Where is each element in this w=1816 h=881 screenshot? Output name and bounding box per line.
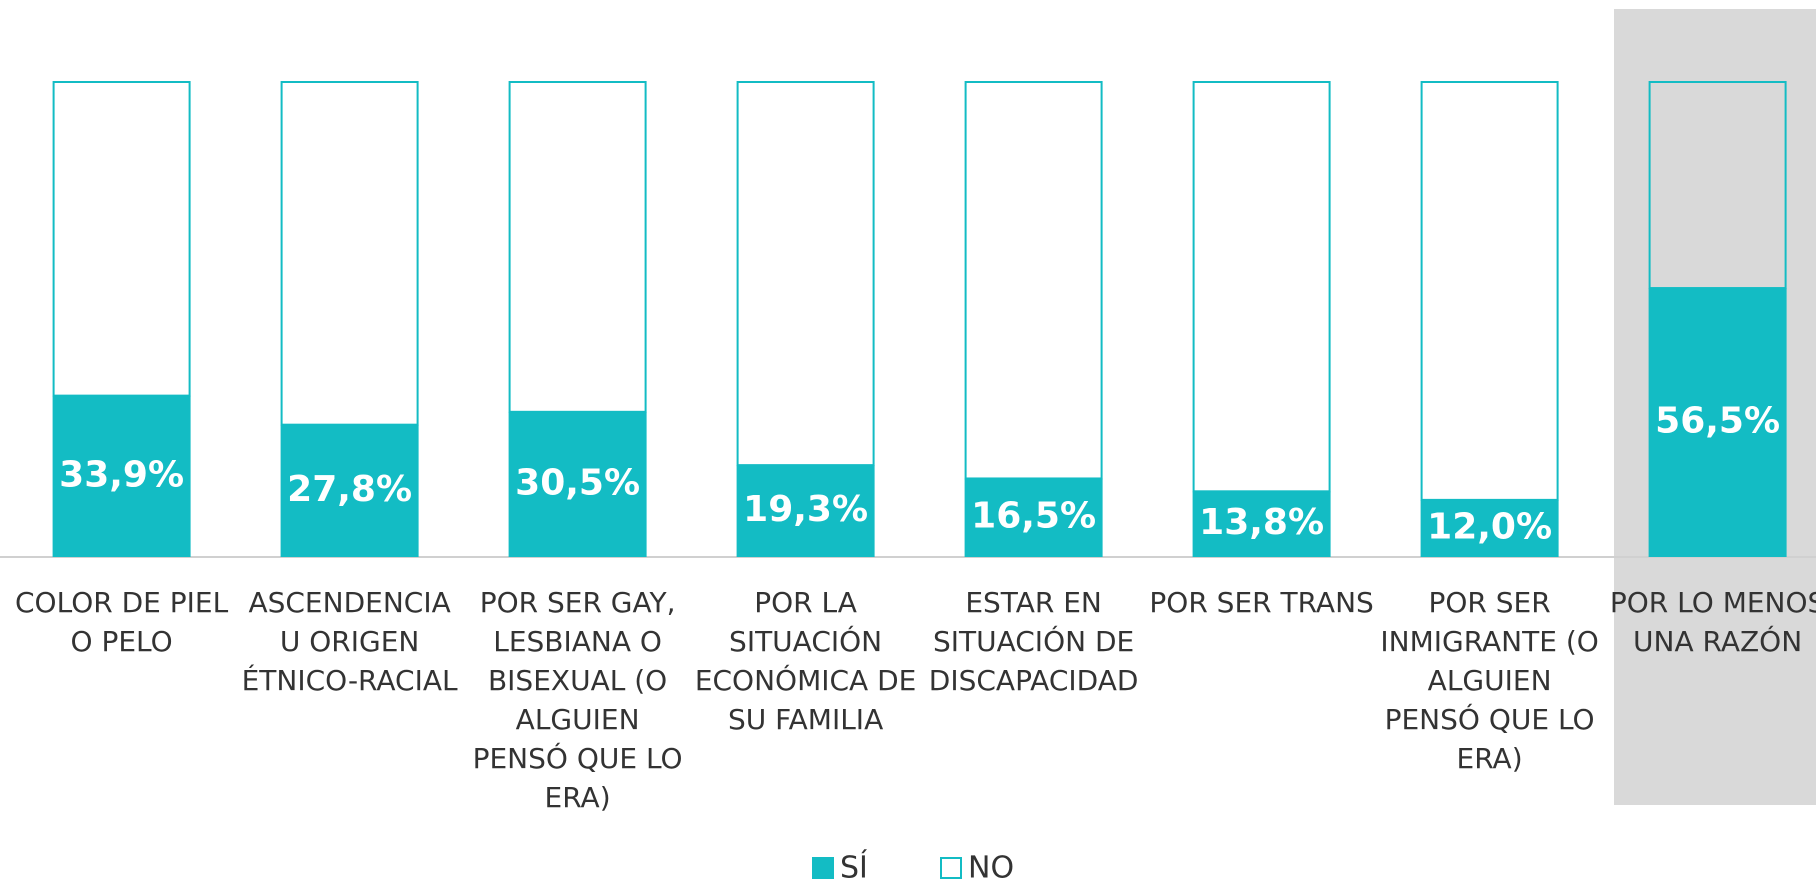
data-label: 56,5% [1655, 401, 1780, 442]
legend-label: SÍ [840, 850, 868, 881]
x-tick-label: POR LA SITUACIÓN ECONÓMICA DE SU FAMILIA [694, 586, 917, 736]
bar-segment [1648, 81, 1787, 290]
bar-segment [1420, 499, 1559, 557]
x-tick-label: POR SER INMIGRANTE (O ALGUIEN PENSÓ QUE … [1380, 586, 1599, 775]
bar-segment [964, 478, 1103, 557]
bar-segment [52, 395, 191, 557]
bar-segment [508, 81, 647, 413]
data-label: 16,5% [971, 496, 1096, 537]
data-label: 33,9% [59, 454, 184, 495]
bar-segment [280, 81, 419, 426]
bar-segment [1420, 81, 1559, 501]
x-tick-label: POR SER TRANS [1149, 586, 1374, 619]
legend-swatch [812, 857, 834, 879]
bar-segment [1648, 288, 1787, 557]
legend-swatch [940, 857, 962, 879]
legend-label: NO [968, 851, 1014, 881]
bar-segment [736, 81, 875, 467]
x-tick-label: COLOR DE PIEL O PELO [15, 586, 229, 658]
x-tick-label: POR LO MENOS UNA RAZÓN [1609, 586, 1816, 658]
bar-segment [508, 411, 647, 557]
data-label: 12,0% [1427, 506, 1552, 547]
bar-segment [1192, 491, 1331, 557]
data-label: 27,8% [287, 469, 412, 510]
data-label: 13,8% [1199, 502, 1324, 543]
data-label: 19,3% [743, 489, 868, 530]
bar-segment [736, 465, 875, 557]
bar-segment [280, 424, 419, 557]
x-tick-label: ESTAR EN SITUACIÓN DE DISCAPACIDAD [928, 586, 1139, 697]
data-label: 30,5% [515, 462, 640, 503]
bar-segment [52, 81, 191, 397]
bar-segment [964, 81, 1103, 480]
x-tick-label: POR SER GAY, LESBIANA O BISEXUAL (O ALGU… [472, 586, 683, 814]
x-tick-label: ASCENDENCIA U ORIGEN ÉTNICO-RACIAL [241, 586, 458, 697]
bar-segment [1192, 81, 1331, 493]
